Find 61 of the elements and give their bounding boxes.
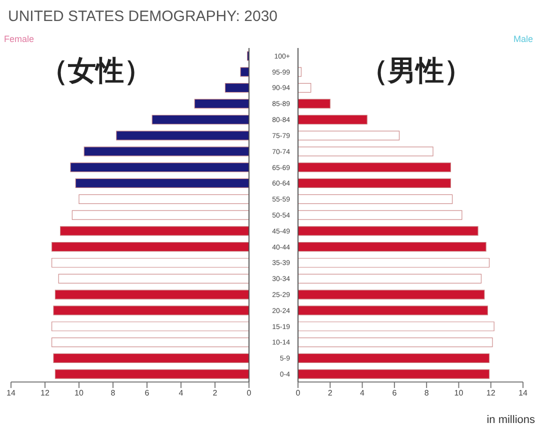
x-axis-title: in millions bbox=[486, 414, 535, 426]
bar bbox=[298, 274, 482, 284]
x-tick-label: 8 bbox=[110, 388, 116, 398]
bar bbox=[298, 146, 434, 156]
annotation: （男性） bbox=[360, 54, 472, 88]
chart-subtitle: Male bbox=[513, 34, 533, 44]
bar bbox=[53, 353, 249, 363]
bar bbox=[152, 114, 249, 124]
bar bbox=[240, 67, 249, 77]
x-tick-label: 12 bbox=[40, 388, 50, 398]
x-tick-label: 0 bbox=[246, 388, 252, 398]
x-tick-label: 10 bbox=[74, 388, 84, 398]
x-tick-label: 6 bbox=[144, 388, 150, 398]
bar bbox=[72, 210, 249, 220]
bar bbox=[298, 226, 478, 236]
bar bbox=[58, 274, 249, 284]
bar bbox=[298, 337, 493, 348]
bar bbox=[298, 210, 462, 220]
bar bbox=[54, 290, 249, 300]
bar bbox=[298, 290, 485, 300]
bar bbox=[298, 306, 488, 316]
bar bbox=[70, 162, 249, 172]
bar bbox=[298, 83, 312, 93]
bar bbox=[298, 114, 368, 124]
bar bbox=[298, 353, 490, 363]
bar bbox=[298, 322, 494, 332]
x-tick-label: 14 bbox=[6, 388, 16, 398]
bar bbox=[298, 194, 453, 204]
x-tick-label: 12 bbox=[486, 388, 496, 398]
bar bbox=[194, 98, 249, 109]
bar bbox=[116, 130, 249, 140]
bar bbox=[224, 83, 249, 93]
annotation: （女性） bbox=[40, 54, 152, 88]
bar bbox=[84, 146, 249, 156]
x-tick-label: 10 bbox=[454, 388, 464, 398]
bar bbox=[298, 162, 451, 172]
chart-subtitle: Female bbox=[4, 34, 34, 44]
x-tick-label: 14 bbox=[518, 388, 528, 398]
bar bbox=[53, 306, 249, 316]
bar bbox=[298, 242, 486, 252]
bar bbox=[298, 130, 400, 140]
x-tick-label: 2 bbox=[212, 388, 218, 398]
bar bbox=[54, 369, 249, 379]
bar bbox=[298, 98, 330, 109]
bar bbox=[52, 322, 249, 332]
bar bbox=[52, 337, 249, 348]
x-tick-label: 8 bbox=[424, 388, 430, 398]
x-tick-label: 4 bbox=[360, 388, 366, 398]
x-tick-label: 4 bbox=[178, 388, 184, 398]
bar bbox=[298, 258, 490, 268]
x-tick-label: 0 bbox=[296, 388, 301, 398]
bar bbox=[52, 258, 249, 268]
bar bbox=[75, 178, 249, 188]
x-tick-label: 2 bbox=[328, 388, 333, 398]
bar bbox=[78, 194, 249, 204]
x-tick-label: 6 bbox=[392, 388, 398, 398]
chart-title: UNITED STATES DEMOGRAPHY: 2030 bbox=[8, 8, 278, 25]
bar bbox=[298, 178, 451, 188]
bar bbox=[60, 226, 249, 236]
bar bbox=[52, 242, 249, 252]
bar bbox=[298, 369, 490, 379]
